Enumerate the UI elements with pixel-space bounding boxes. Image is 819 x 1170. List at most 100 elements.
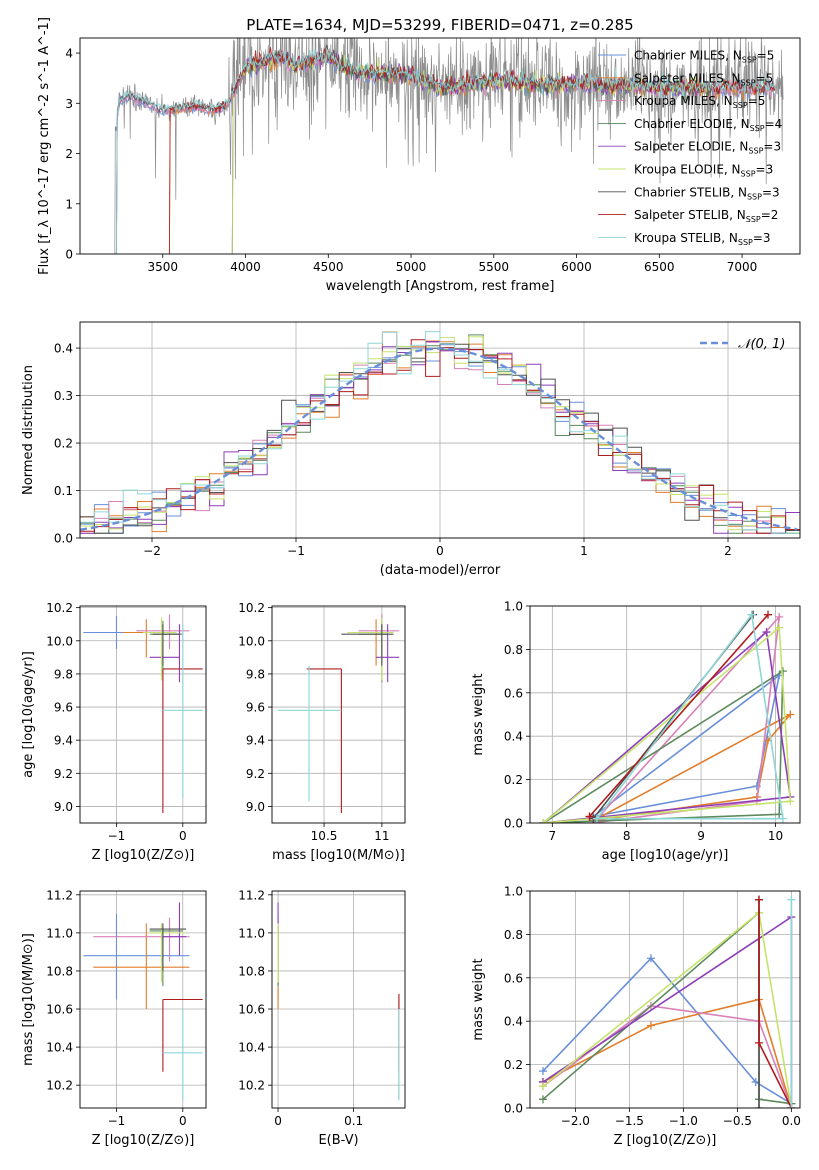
y-tick-label: 3 [65,97,73,111]
y-axis-label: mass weight [471,673,486,755]
model-spectrum-line [115,48,776,254]
y-tick-label: 9.0 [246,800,265,814]
y-tick-label: 10.6 [46,1003,73,1017]
y-tick-label: 9.6 [54,701,73,715]
plus-marker [538,1082,547,1091]
legend-label: Kroupa MILES, NSSP=5 [634,94,765,110]
plus-marker [762,628,771,637]
x-tick-label: 6000 [561,260,592,274]
plot-area [114,38,784,254]
y-tick-label: 10.2 [46,601,73,615]
x-tick-label: 2 [724,544,732,558]
y-tick-label: 9.2 [246,767,265,781]
plus-marker [747,610,756,619]
plot-area [83,902,203,1101]
y-tick-label: 0.3 [54,389,73,403]
y-tick-label: 9.8 [54,667,73,681]
chart-weight_vs_age: 7 8 9 10 0.0 0.2 0.4 0.6 0.8 1.0 age [log10(age/yr… [471,600,801,863]
y-tick-label: 10.4 [238,1041,265,1055]
plus-marker [775,623,784,632]
x-tick-label: 9 [697,829,705,843]
y-tick-label: 11.0 [238,926,265,940]
chart-age_vs_mass: 10.5 11 9.0 9.2 9.4 9.6 9.8 10.0 10.2 mass [log10… [238,601,406,863]
legend-label: Chabrier MILES, NSSP=5 [634,49,774,65]
model-spectrum-line [168,47,776,254]
y-tick-label: 0.8 [504,928,523,942]
y-tick-label: 11.2 [46,888,73,902]
y-tick-label: 9.4 [54,734,73,748]
y-tick-label: 9.0 [54,800,73,814]
y-tick-label: 10.6 [238,1003,265,1017]
x-tick-label: 6500 [644,260,675,274]
weight-line [542,998,793,1108]
plus-marker [786,710,795,719]
plus-marker [538,1095,547,1104]
x-tick-label: 0.1 [344,1114,363,1128]
y-axis-label: Flux [f_λ 10^-17 erg cm^-2 s^-1 A^-1] [37,17,52,275]
y-axis-label: Normed distribution [21,365,36,495]
plus-marker [754,895,763,904]
plus-marker [585,812,594,821]
plus-marker [764,610,773,619]
x-axis-label: E(B-V) [318,1133,358,1148]
x-tick-label: 0 [179,829,187,843]
weight-line [588,614,769,818]
axes-frame [79,890,207,1109]
plus-marker [775,612,784,621]
y-tick-label: 0.8 [504,643,523,657]
y-axis-label: age [log10(age/yr)] [21,651,36,778]
weight-line [542,669,784,823]
x-tick-label: −0.5 [723,1114,752,1128]
x-tick-label: 7 [548,829,556,843]
x-tick-label: 0.0 [782,1114,801,1128]
y-tick-label: 0.4 [54,342,73,356]
weight-line [542,626,792,823]
x-tick-label: 10 [768,829,783,843]
y-tick-label: 9.8 [246,667,265,681]
y-tick-label: 0.6 [504,686,523,700]
x-tick-label: 5000 [396,260,427,274]
legend-label: Salpeter MILES, NSSP=5 [634,71,773,87]
y-tick-label: 0.0 [504,817,523,831]
x-axis-label: Z [log10(Z/Z⊙)] [614,1133,717,1148]
axes-frame [271,605,406,824]
y-tick-label: 2 [65,147,73,161]
y-tick-label: 1.0 [504,600,523,614]
y-tick-label: 10.4 [46,1041,73,1055]
plus-marker [646,954,655,963]
x-axis-label: wavelength [Angstrom, rest frame] [326,279,555,294]
plus-marker [786,797,795,806]
legend-label: 𝒩(0, 1) [738,337,785,352]
y-tick-label: 10.2 [238,601,265,615]
axes-frame [271,890,406,1109]
y-tick-label: 0.4 [504,1015,523,1029]
y-axis-label: mass weight [471,958,486,1040]
chart-mass_vs_Z: −1 0 10.2 10.4 10.6 10.8 11.0 11.2 Z [log10(Z/Z⊙… [21,888,207,1148]
legend-label: Salpeter STELIB, NSSP=2 [634,208,778,224]
y-tick-label: 0.4 [504,730,523,744]
plus-marker [754,1038,763,1047]
axes-frame [529,605,801,824]
weight-line [592,614,781,823]
axes-frame [79,37,801,255]
y-tick-label: 10.2 [46,1079,73,1093]
weight-line [542,957,792,1105]
chart-spectrum: 3500 4000 4500 5000 5500 6000 6500 7000 0 1 2 3 4 wav… [37,16,801,294]
y-tick-label: 10.0 [238,634,265,648]
x-tick-label: 3500 [147,260,178,274]
plus-marker [592,814,601,823]
y-tick-label: 0.0 [54,532,73,546]
plot-area [83,614,203,814]
y-tick-label: 11.0 [46,926,73,940]
x-tick-label: 5500 [479,260,510,274]
y-tick-label: 1 [65,197,73,211]
x-tick-label: 4500 [313,260,344,274]
x-tick-label: 10.5 [311,829,338,843]
x-tick-label: 0 [436,544,444,558]
plus-marker [754,1104,763,1108]
plot-area [539,610,795,823]
x-tick-label: −1 [287,544,305,558]
plus-marker [778,814,787,823]
chart-residuals: −2 −1 0 1 2 0.0 0.1 0.2 0.3 0.4 (data-model)/error… [21,321,801,578]
y-tick-label: 9.6 [246,701,265,715]
